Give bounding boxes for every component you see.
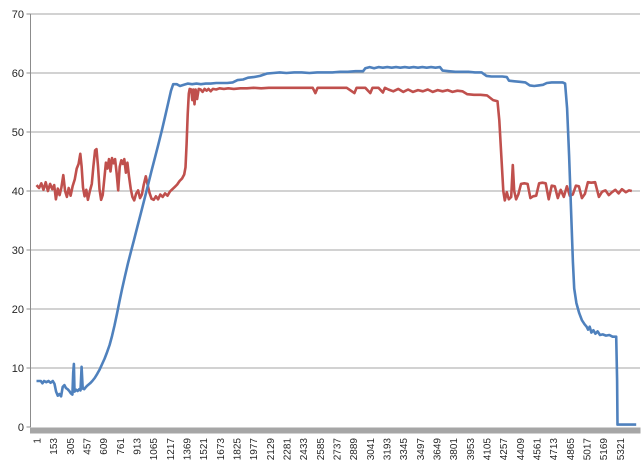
x-tick-label: 305	[66, 438, 77, 455]
x-tick-label: 4409	[516, 438, 527, 461]
x-tick-label: 3345	[399, 438, 410, 461]
x-tick-label: 1673	[216, 438, 227, 461]
x-tick-label: 2737	[333, 438, 344, 461]
x-axis-line	[30, 427, 641, 434]
y-tick-label: 30	[12, 245, 24, 257]
x-tick-label: 2129	[266, 438, 277, 461]
x-tick-label: 913	[133, 438, 144, 455]
red-series-line	[35, 86, 633, 202]
x-tick-label: 5017	[583, 438, 594, 461]
x-tick-label: 4713	[549, 438, 560, 461]
x-tick-label: 4105	[483, 438, 494, 461]
x-tick-label: 1825	[233, 438, 244, 461]
x-tick-label: 1521	[199, 438, 210, 461]
x-tick-label: 1977	[249, 438, 260, 461]
y-tick-label: 60	[12, 68, 24, 80]
x-tick-label: 4257	[499, 438, 510, 461]
x-tick-label: 3801	[449, 438, 460, 461]
x-tick-label: 1065	[149, 438, 160, 461]
x-tick-label: 153	[49, 438, 60, 455]
x-tick-label: 609	[99, 438, 110, 455]
x-tick-label: 3041	[366, 438, 377, 461]
x-tick-label: 2433	[299, 438, 310, 461]
x-tick-label: 3649	[433, 438, 444, 461]
x-tick-label: 4561	[533, 438, 544, 461]
x-tick-label: 2281	[283, 438, 294, 461]
y-tick-label: 70	[12, 9, 24, 21]
blue-series-line	[36, 65, 637, 426]
x-tick-label: 1369	[183, 438, 194, 461]
x-tick-label: 5321	[616, 438, 627, 461]
y-tick-label: 40	[12, 186, 24, 198]
x-tick-label: 2585	[316, 438, 327, 461]
x-tick-label: 2889	[349, 438, 360, 461]
y-tick-label: 0	[18, 422, 24, 434]
x-tick-label: 1	[33, 438, 44, 444]
x-tick-label: 457	[83, 438, 94, 455]
x-tick-label: 3193	[383, 438, 394, 461]
y-tick-label: 20	[12, 304, 24, 316]
x-tick-label: 3497	[416, 438, 427, 461]
x-tick-label: 4865	[566, 438, 577, 461]
y-tick-label: 10	[12, 363, 24, 375]
y-tick-label: 50	[12, 127, 24, 139]
x-tick-label: 761	[116, 438, 127, 455]
x-tick-label: 3953	[466, 438, 477, 461]
x-tick-label: 1217	[166, 438, 177, 461]
x-tick-label: 5169	[599, 438, 610, 461]
